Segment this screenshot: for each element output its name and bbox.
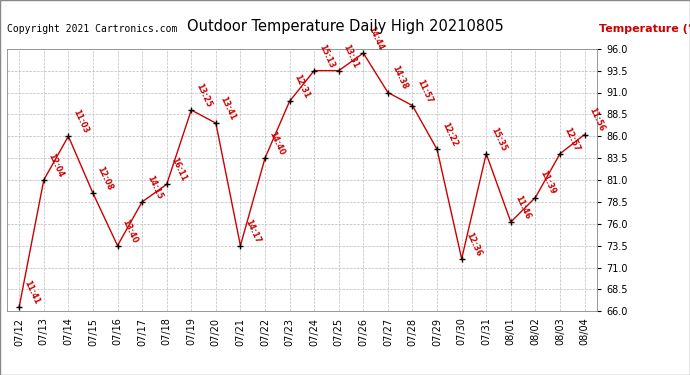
Text: 12:08: 12:08 — [96, 165, 115, 192]
Text: 14:38: 14:38 — [391, 64, 410, 91]
Text: 11:39: 11:39 — [538, 170, 557, 196]
Text: 14:15: 14:15 — [145, 174, 164, 201]
Text: 12:22: 12:22 — [440, 121, 459, 148]
Text: 11:46: 11:46 — [513, 194, 533, 220]
Text: 13:41: 13:41 — [219, 95, 237, 122]
Text: 12:04: 12:04 — [46, 152, 66, 178]
Text: 15:13: 15:13 — [317, 42, 336, 69]
Text: 11:41: 11:41 — [22, 279, 41, 306]
Text: 16:11: 16:11 — [170, 156, 188, 183]
Text: 14:44: 14:44 — [366, 25, 385, 52]
Text: 12:57: 12:57 — [563, 126, 582, 152]
Text: 13:25: 13:25 — [194, 82, 213, 109]
Text: 11:56: 11:56 — [587, 106, 607, 133]
Text: Copyright 2021 Cartronics.com: Copyright 2021 Cartronics.com — [7, 24, 177, 34]
Text: 13:40: 13:40 — [120, 217, 139, 244]
Text: 11:03: 11:03 — [71, 108, 90, 135]
Text: 14:17: 14:17 — [243, 217, 262, 244]
Text: 15:35: 15:35 — [489, 126, 508, 152]
Text: 13:31: 13:31 — [342, 42, 360, 69]
Text: 11:57: 11:57 — [415, 78, 434, 104]
Text: 12:31: 12:31 — [293, 73, 311, 100]
Text: 12:36: 12:36 — [464, 231, 483, 257]
Text: Temperature (°F): Temperature (°F) — [599, 24, 690, 34]
Text: 14:40: 14:40 — [268, 130, 286, 157]
Text: Outdoor Temperature Daily High 20210805: Outdoor Temperature Daily High 20210805 — [186, 19, 504, 34]
